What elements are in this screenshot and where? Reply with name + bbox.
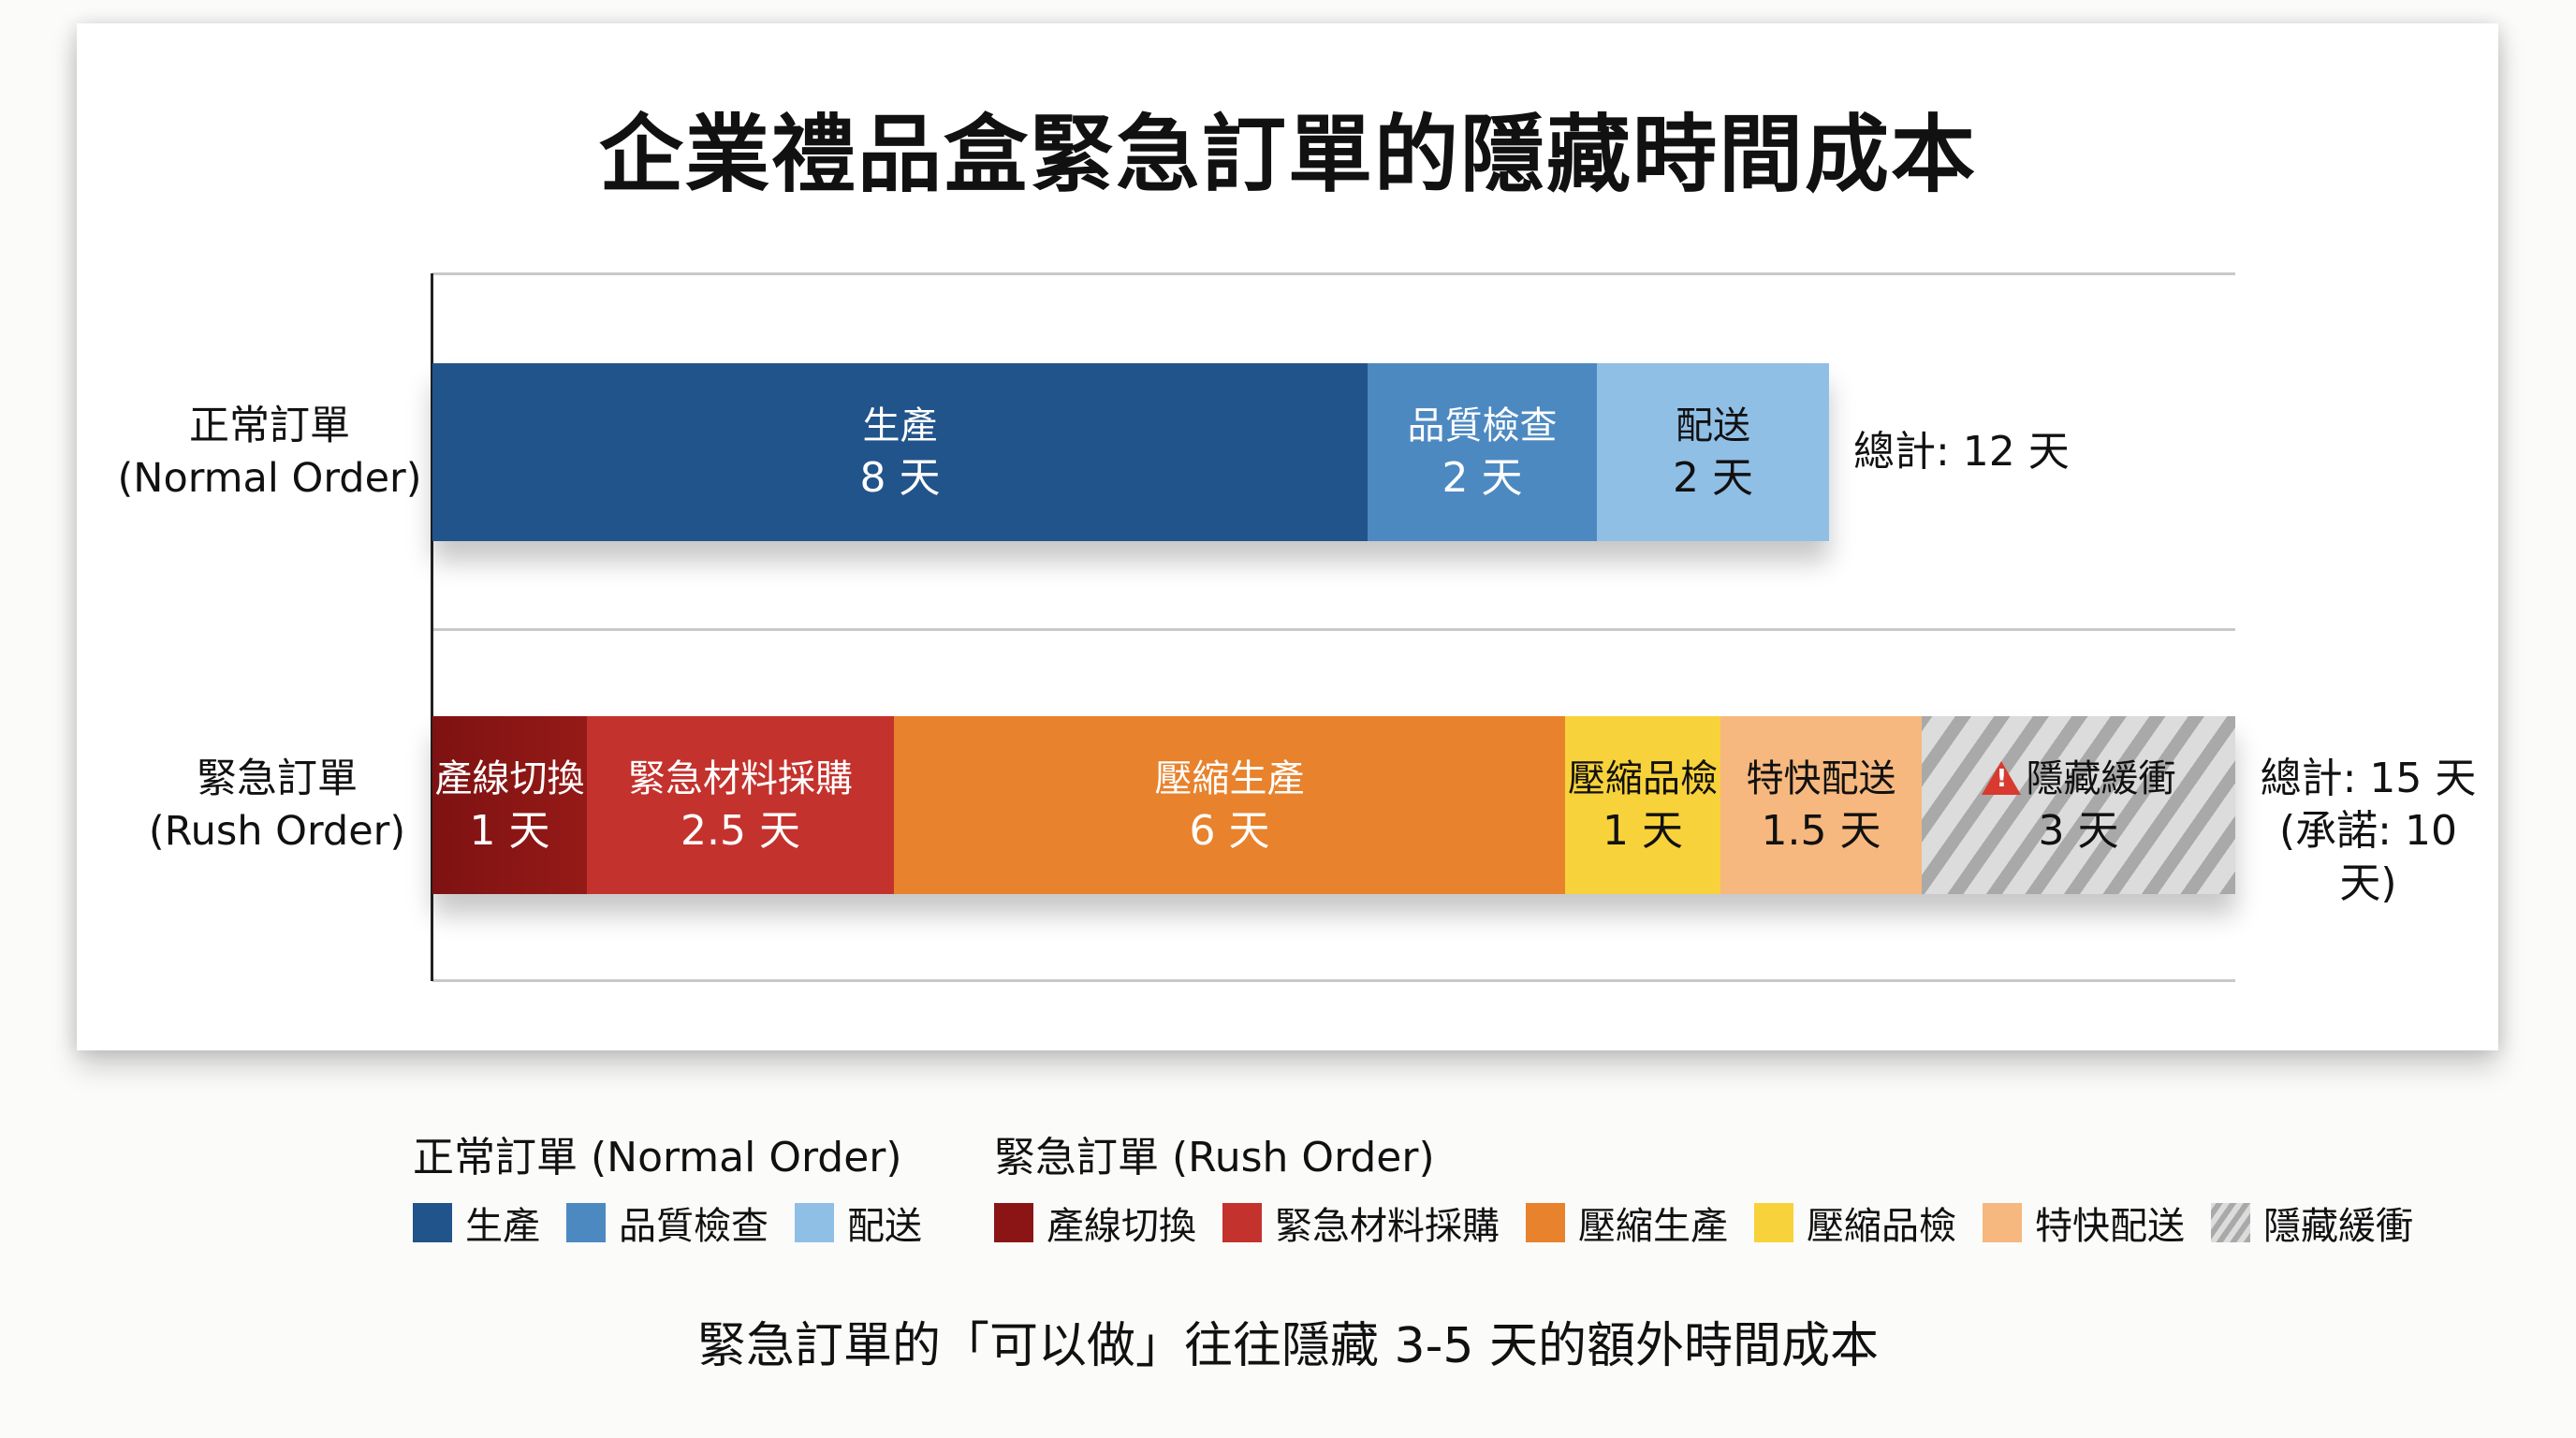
legend-item-compressed-production[interactable]: 壓縮生產	[1526, 1196, 1728, 1250]
swatch-production	[413, 1203, 452, 1242]
legend-label: 壓縮生產	[1578, 1205, 1728, 1248]
legend-item-express-delivery[interactable]: 特快配送	[1983, 1196, 2185, 1250]
y-axis	[431, 273, 433, 981]
legend-item-rush-materials[interactable]: 緊急材料採購	[1222, 1196, 1500, 1250]
row-label-rush-zh: 緊急訂單	[197, 756, 358, 802]
row-label-rush-en: (Rush Order)	[148, 808, 406, 855]
legend-item-quality-check[interactable]: 品質檢查	[566, 1196, 768, 1250]
segment-value: 2.5 天	[681, 807, 800, 855]
segment-compressed-production[interactable]: 壓縮生產 6 天	[894, 716, 1565, 894]
gridline-middle	[432, 628, 2235, 631]
swatch-quality-check	[566, 1203, 606, 1242]
legend-label: 隱藏緩衝	[2263, 1205, 2413, 1248]
legend-label: 壓縮品檢	[1807, 1205, 1956, 1248]
row-label-normal: 正常訂單 (Normal Order)	[82, 400, 457, 505]
legend-rush: 產線切換 緊急材料採購 壓縮生產 壓縮品檢 特快配送 隱藏緩衝	[994, 1203, 2439, 1248]
legend-item-compressed-qc[interactable]: 壓縮品檢	[1754, 1196, 1956, 1250]
legend-label: 緊急材料採購	[1275, 1205, 1500, 1248]
gridline-bottom	[432, 979, 2235, 982]
segment-label: 隱藏緩衝	[2026, 757, 2176, 800]
segment-line-changeover[interactable]: 產線切換 1 天	[432, 716, 587, 894]
legend-item-delivery[interactable]: 配送	[795, 1196, 922, 1250]
segment-label: 特快配送	[1746, 757, 1896, 800]
segment-label-wrap: 隱藏緩衝	[1981, 753, 2176, 805]
segment-label: 配送	[1676, 404, 1750, 448]
segment-value: 1 天	[469, 807, 550, 855]
segment-label: 生產	[862, 404, 938, 448]
row-label-normal-zh: 正常訂單	[189, 403, 350, 449]
segment-value: 1.5 天	[1761, 807, 1881, 855]
segment-rush-materials[interactable]: 緊急材料採購 2.5 天	[587, 716, 894, 894]
bar-rush-order: 產線切換 1 天 緊急材料採購 2.5 天 壓縮生產 6 天 壓縮品檢 1 天 …	[432, 716, 2235, 894]
legend-normal: 生產 品質檢查 配送	[413, 1203, 948, 1248]
total-rush-promised: (承諾: 10 天)	[2279, 807, 2457, 907]
legend-label: 品質檢查	[619, 1205, 768, 1248]
segment-compressed-qc[interactable]: 壓縮品檢 1 天	[1565, 716, 1720, 894]
segment-value: 1 天	[1603, 807, 1683, 855]
warning-icon	[1981, 761, 2021, 795]
swatch-hidden-buffer	[2211, 1203, 2250, 1242]
row-label-normal-en: (Normal Order)	[117, 455, 422, 502]
segment-value: 6 天	[1189, 807, 1270, 855]
legend-item-production[interactable]: 生產	[413, 1196, 540, 1250]
segment-value: 3 天	[2038, 807, 2119, 855]
segment-label: 品質檢查	[1407, 404, 1558, 448]
footnote: 緊急訂單的「可以做」往往隱藏 3-5 天的額外時間成本	[697, 1318, 1879, 1374]
swatch-rush-materials	[1222, 1203, 1262, 1242]
swatch-compressed-production	[1526, 1203, 1565, 1242]
total-rush-value: 總計: 15 天	[2260, 755, 2477, 802]
total-normal: 總計: 12 天	[1853, 428, 2070, 476]
segment-production[interactable]: 生產 8 天	[432, 363, 1368, 541]
segment-express-delivery[interactable]: 特快配送 1.5 天	[1720, 716, 1922, 894]
segment-value: 2 天	[1673, 454, 1753, 502]
legend-label: 配送	[847, 1205, 922, 1248]
segment-quality-check[interactable]: 品質檢查 2 天	[1368, 363, 1597, 541]
segment-label: 緊急材料採購	[628, 757, 853, 800]
swatch-express-delivery	[1983, 1203, 2022, 1242]
segment-label: 產線切換	[434, 757, 585, 800]
legend-heading-normal: 正常訂單 (Normal Order)	[413, 1134, 902, 1181]
swatch-compressed-qc	[1754, 1203, 1793, 1242]
legend-label: 產線切換	[1046, 1205, 1196, 1248]
chart-title: 企業禮品盒緊急訂單的隱藏時間成本	[599, 106, 1977, 204]
segment-label: 壓縮生產	[1154, 757, 1305, 800]
row-label-rush: 緊急訂單 (Rush Order)	[90, 753, 464, 858]
segment-value: 8 天	[859, 454, 941, 502]
segment-hidden-buffer[interactable]: 隱藏緩衝 3 天	[1922, 716, 2235, 894]
legend-heading-rush: 緊急訂單 (Rush Order)	[994, 1134, 1435, 1181]
segment-value: 2 天	[1442, 454, 1523, 502]
segment-delivery[interactable]: 配送 2 天	[1597, 363, 1829, 541]
segment-label: 壓縮品檢	[1568, 757, 1718, 800]
bar-normal-order: 生產 8 天 品質檢查 2 天 配送 2 天	[432, 363, 1829, 541]
legend-label: 生產	[465, 1205, 540, 1248]
total-rush: 總計: 15 天 (承諾: 10 天)	[2247, 753, 2490, 910]
legend-item-line-changeover[interactable]: 產線切換	[994, 1196, 1196, 1250]
legend-item-hidden-buffer[interactable]: 隱藏緩衝	[2211, 1196, 2413, 1250]
gridline-top	[432, 272, 2235, 275]
swatch-delivery	[795, 1203, 834, 1242]
legend-label: 特快配送	[2035, 1205, 2185, 1248]
swatch-line-changeover	[994, 1203, 1033, 1242]
